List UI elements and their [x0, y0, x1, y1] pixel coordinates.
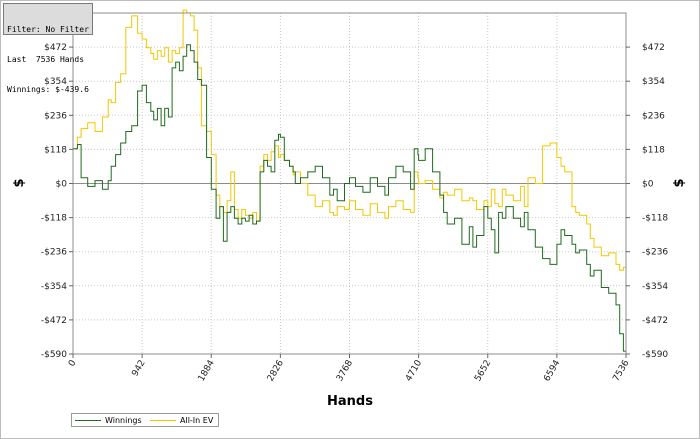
- y-tick-label-left: $472: [44, 43, 67, 53]
- y-tick-label-right: -$236: [642, 248, 668, 258]
- x-tick-label: 0: [67, 358, 79, 368]
- y-tick-label-right: $472: [642, 43, 665, 53]
- series-line-allin-ev: [73, 9, 627, 282]
- x-tick-label: 4710: [404, 358, 424, 383]
- filter-info-box: Filter: No Filter Last 7536 Hands Winnin…: [3, 3, 93, 94]
- x-tick-label: 5652: [473, 359, 493, 384]
- series-layer: [73, 9, 627, 352]
- y-tick-label-right: $354: [642, 77, 665, 87]
- x-tick-label: 6594: [542, 358, 562, 383]
- y-tick-label-right: -$354: [642, 282, 668, 292]
- legend-label-winnings: Winnings: [105, 416, 142, 425]
- legend-swatch-winnings: [75, 420, 101, 421]
- hands-count-text: Last 7536 Hands: [7, 55, 85, 64]
- y-tick-label-left: -$472: [41, 316, 67, 326]
- legend-item-allin-ev: All-In EV: [150, 415, 213, 426]
- legend-swatch-allin-ev: [150, 420, 176, 421]
- x-tick-label: 1884: [197, 358, 217, 383]
- y-axis-right: $472 $354 $236 $118 $0 -$118 -$236 -$354 -$472 -$…: [626, 43, 668, 360]
- legend-item-winnings: Winnings: [75, 415, 142, 426]
- x-tick-label: 3768: [335, 358, 355, 383]
- y-tick-label-right: -$472: [642, 316, 668, 326]
- y-tick-label-left: -$118: [41, 214, 67, 224]
- x-tick-label: 7536: [611, 358, 631, 383]
- y-tick-label-left: -$236: [41, 248, 67, 258]
- y-tick-label-left: $236: [44, 111, 67, 121]
- y-tick-label-right: $236: [642, 111, 665, 121]
- legend-label-allin-ev: All-In EV: [180, 416, 214, 425]
- y-tick-label-right: -$590: [642, 350, 668, 360]
- y-axis-title-right: $: [672, 178, 687, 187]
- filter-text: Filter: No Filter: [7, 25, 89, 34]
- x-tick-label: 2826: [266, 358, 286, 383]
- y-tick-label-left: $354: [44, 77, 67, 87]
- y-tick-label-left: -$590: [41, 350, 67, 360]
- y-axis-left: $472 $354 $236 $118 $0 -$118 -$236 -$354 -$472 -$…: [41, 43, 73, 360]
- y-tick-label-right: $118: [642, 145, 665, 155]
- x-tick-label: 942: [130, 359, 147, 379]
- y-tick-label-right: $0: [642, 180, 654, 190]
- y-tick-label-right: -$118: [642, 214, 668, 224]
- y-tick-label-left: $0: [56, 180, 68, 190]
- winnings-text: Winnings: $-439.66: [7, 85, 89, 94]
- y-tick-label-left: -$354: [41, 282, 67, 292]
- series-line-winnings: [73, 44, 627, 352]
- x-axis: 0 942 1884 2826 3768 4710 5652 6594 7536: [67, 354, 632, 383]
- legend: Winnings All-In EV: [71, 413, 219, 427]
- x-axis-title: Hands: [327, 394, 373, 409]
- y-axis-title-left: $: [12, 178, 27, 187]
- y-tick-label-left: $118: [44, 145, 67, 155]
